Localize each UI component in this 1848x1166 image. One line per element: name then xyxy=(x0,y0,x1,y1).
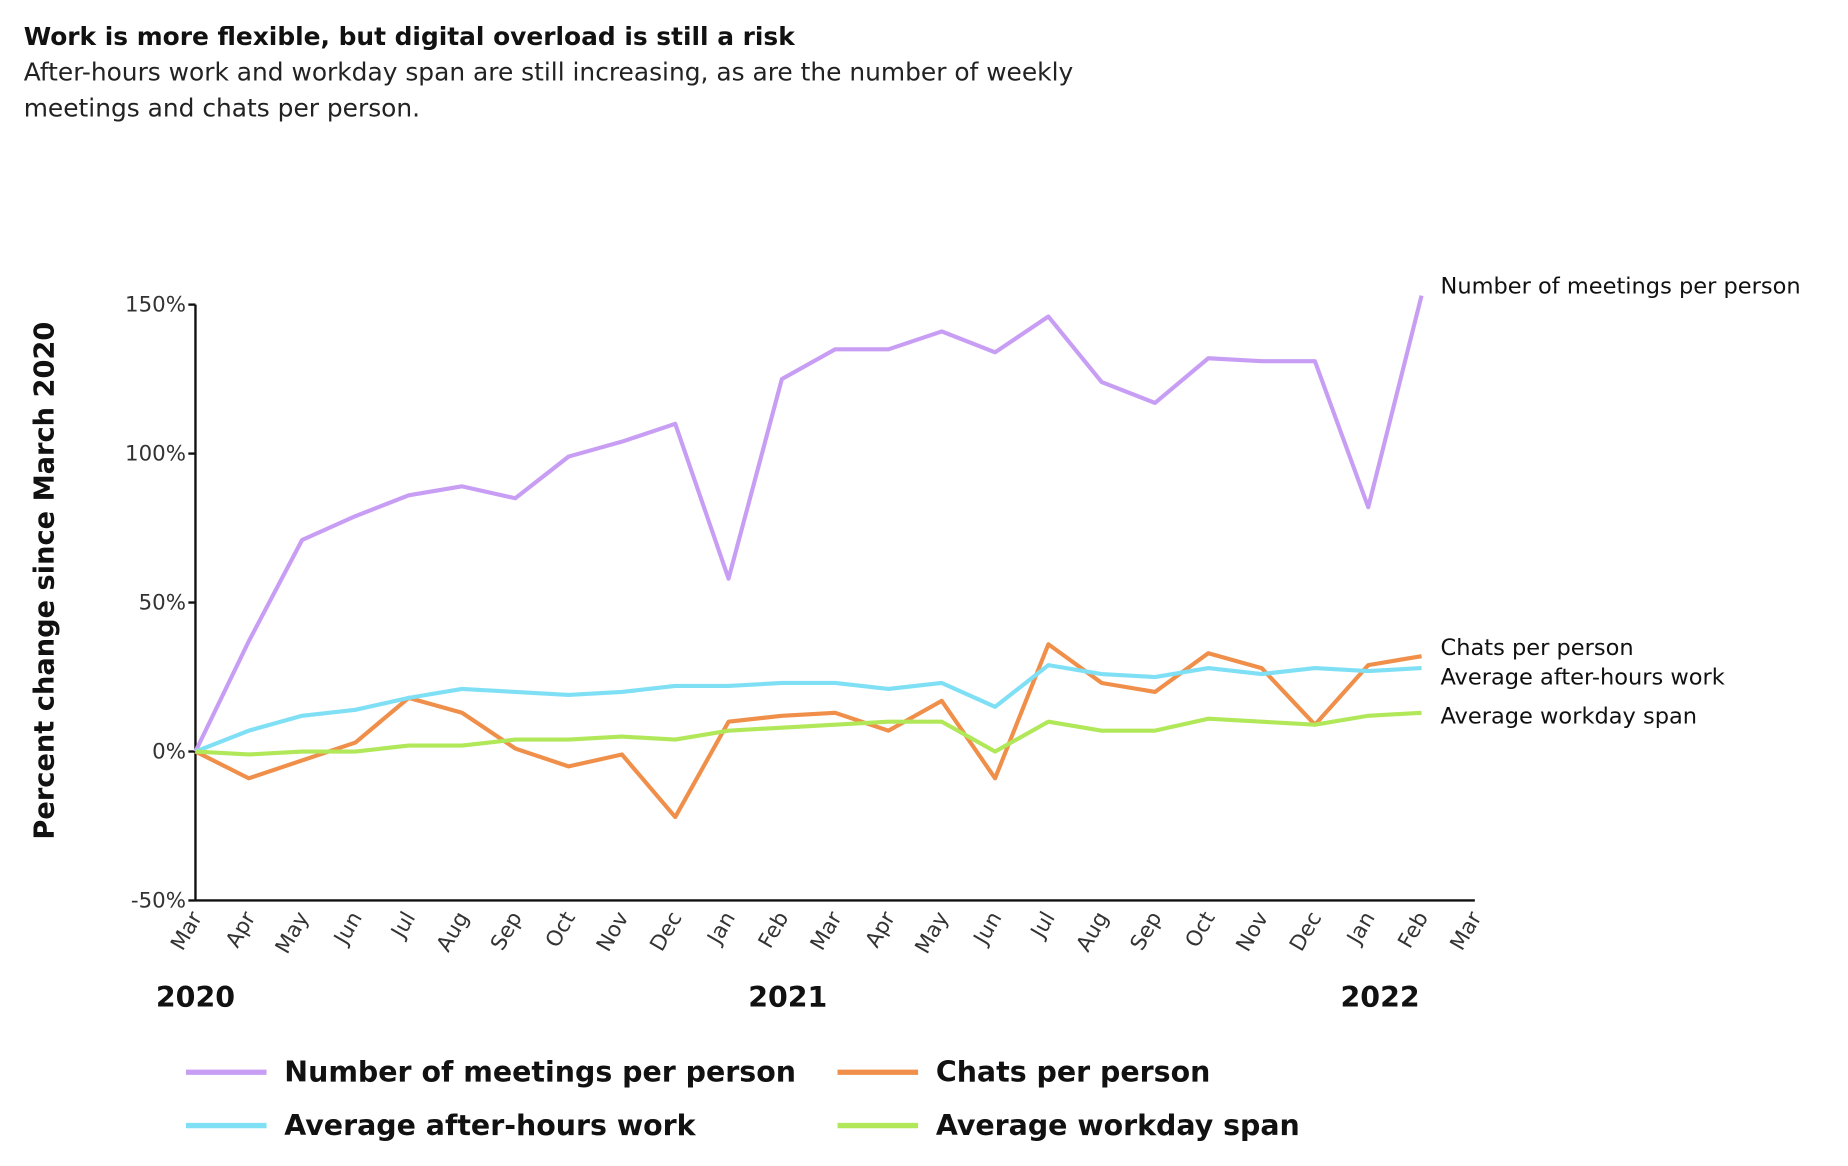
y-tick-label: -50% xyxy=(131,889,186,914)
series-end-label: Chats per person xyxy=(1440,635,1633,661)
legend-label: Average after-hours work xyxy=(284,1109,696,1142)
x-tick-label: Jan xyxy=(1341,908,1380,951)
y-tick-label: 100% xyxy=(125,442,186,467)
x-tick-label: May xyxy=(271,908,315,959)
x-tick-label: Jun xyxy=(328,908,367,951)
series-line xyxy=(194,663,1422,754)
x-tick-label: Dec xyxy=(645,908,687,956)
series-line xyxy=(195,710,1422,757)
x-tick-label: Mar xyxy=(166,907,208,955)
series-end-label: Average after-hours work xyxy=(1440,665,1724,691)
x-tick-label: Aug xyxy=(432,908,474,957)
x-tick-label: Mar xyxy=(1445,907,1487,955)
year-label: 2021 xyxy=(748,981,827,1014)
year-label: 2020 xyxy=(156,981,235,1014)
x-tick-label: Oct xyxy=(1181,908,1221,952)
series-end-label: Average workday span xyxy=(1440,703,1697,729)
x-tick-label: Aug xyxy=(1072,908,1114,957)
x-tick-label: Sep xyxy=(486,908,528,955)
chart-title: Work is more flexible, but digital overl… xyxy=(24,22,796,51)
x-tick-label: Apr xyxy=(861,907,901,952)
x-tick-label: Oct xyxy=(541,908,581,952)
y-tick-label: 50% xyxy=(139,591,186,616)
x-tick-label: Feb xyxy=(1393,908,1434,953)
legend-label: Chats per person xyxy=(936,1056,1211,1089)
x-tick-label: Sep xyxy=(1126,908,1168,955)
series-line xyxy=(193,295,1424,753)
series-end-label: Number of meetings per person xyxy=(1440,273,1800,299)
y-tick-label: 0% xyxy=(152,740,186,765)
x-tick-label: May xyxy=(910,908,954,959)
x-tick-label: Feb xyxy=(754,908,795,953)
x-tick-label: Nov xyxy=(1231,908,1273,957)
year-label: 2022 xyxy=(1341,981,1420,1014)
x-tick-label: Jun xyxy=(968,908,1007,951)
chart-subtitle: After-hours work and workday span are st… xyxy=(23,58,1074,123)
x-tick-label: Mar xyxy=(806,907,848,955)
x-tick-label: Jul xyxy=(1025,908,1061,945)
x-tick-label: Apr xyxy=(221,907,261,952)
y-axis-label: Percent change since March 2020 xyxy=(29,322,60,840)
legend-label: Average workday span xyxy=(936,1109,1300,1142)
x-tick-label: Jul xyxy=(385,908,421,945)
legend-label: Number of meetings per person xyxy=(284,1056,796,1089)
x-tick-label: Nov xyxy=(592,908,634,957)
subtitle-box: After-hours work and workday span are st… xyxy=(23,58,1074,123)
y-tick-label: 150% xyxy=(125,293,186,318)
x-tick-label: Dec xyxy=(1285,908,1327,956)
x-tick-label: Jan xyxy=(702,908,741,951)
series-line xyxy=(194,642,1422,820)
